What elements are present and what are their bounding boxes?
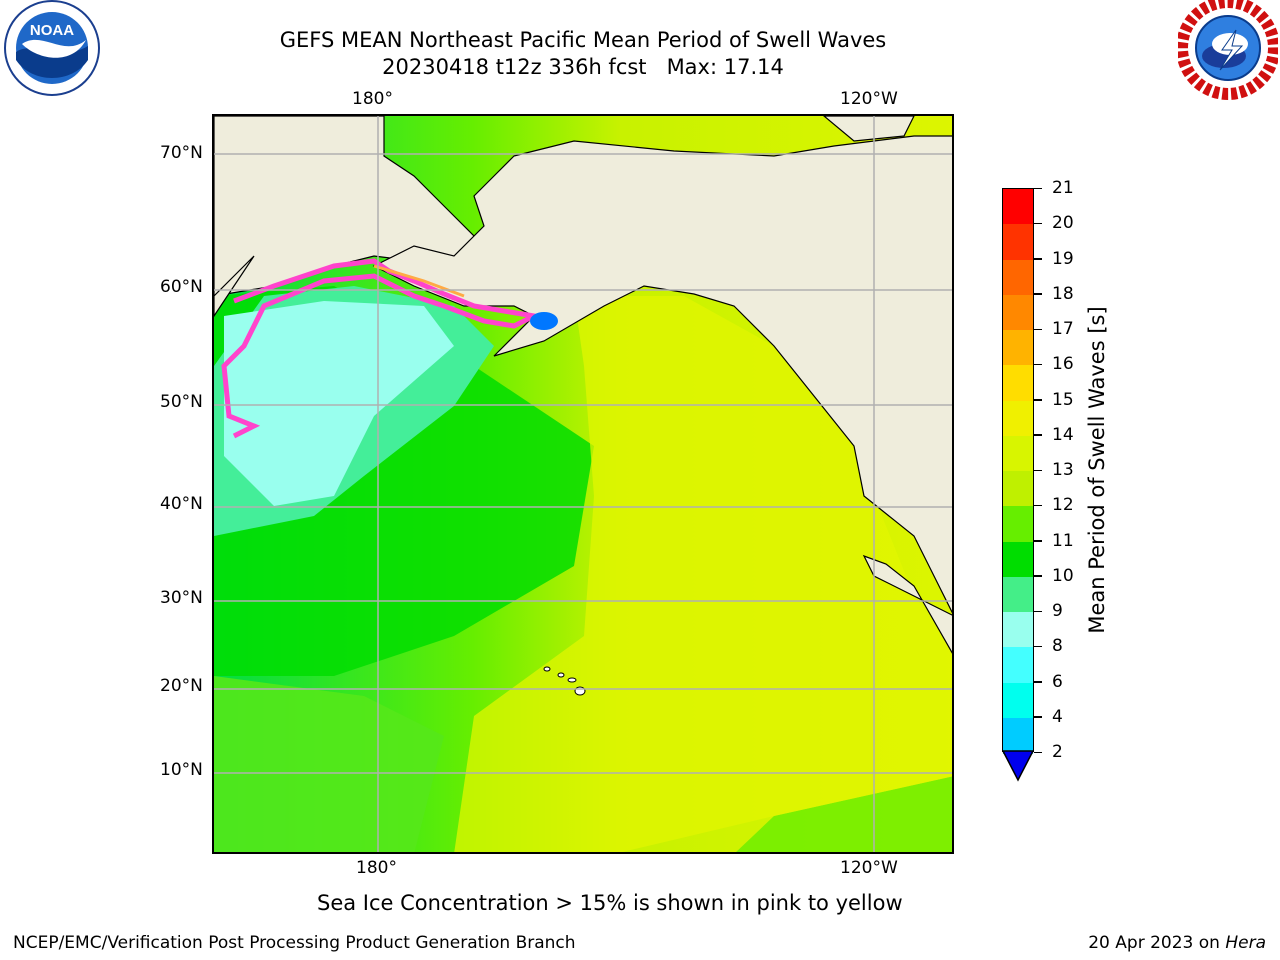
- colorbar-tick-mark: [1034, 751, 1042, 753]
- colorbar-tick-mark: [1034, 469, 1042, 471]
- colorbar-segment: [1003, 471, 1033, 507]
- noaa-logo: NOAA: [2, 0, 102, 100]
- sea-ice-edge: [221, 258, 542, 439]
- lat-label-40n: 40°N: [160, 494, 203, 514]
- footer-date-text: 20 Apr 2023 on: [1088, 933, 1226, 953]
- footer-producer: NCEP/EMC/Verification Post Processing Pr…: [13, 933, 576, 953]
- lon-label-top-180: 180°: [352, 89, 393, 109]
- colorbar-tick-label: 11: [1052, 530, 1074, 551]
- island-kauai: [543, 666, 551, 672]
- colorbar-tick-mark: [1034, 434, 1042, 436]
- land-baja: [862, 554, 952, 654]
- colorbar-tick-label: 20: [1052, 213, 1074, 234]
- lat-label-30n: 30°N: [160, 588, 203, 608]
- colorbar-tick-mark: [1034, 399, 1042, 401]
- lon-label-bottom-180: 180°: [356, 858, 397, 878]
- map-panel: [212, 114, 954, 854]
- lat-label-70n: 70°N: [160, 143, 203, 163]
- island-oahu: [557, 672, 565, 678]
- island-maui: [567, 677, 577, 683]
- colorbar-segment: [1003, 365, 1033, 401]
- land-north-america: [372, 135, 952, 614]
- colorbar-tick-label: 12: [1052, 495, 1074, 516]
- colorbar-segment: [1003, 294, 1033, 331]
- colorbar-tick-label: 14: [1052, 424, 1074, 445]
- colorbar-tick-mark: [1034, 681, 1042, 683]
- colorbar-segment: [1003, 224, 1033, 260]
- colorbar-segment: [1003, 717, 1033, 754]
- colorbar-tick-label: 2: [1052, 742, 1063, 762]
- colorbar-tick-mark: [1034, 363, 1042, 366]
- colorbar-tick-mark: [1034, 540, 1042, 542]
- colorbar-under-arrow: [1002, 750, 1034, 782]
- sea-ice-caption: Sea Ice Concentration > 15% is shown in …: [317, 891, 903, 915]
- colorbar-tick-label: 18: [1052, 283, 1074, 304]
- colorbar-tick-mark: [1034, 504, 1042, 507]
- map-canvas: [214, 116, 952, 852]
- colorbar-segment: [1003, 259, 1033, 296]
- colorbar-tick-label: 15: [1052, 389, 1074, 410]
- land-arctic-island: [823, 116, 915, 142]
- swell-region-lightgreen-south: [214, 676, 444, 852]
- colorbar-tick-label: 21: [1052, 178, 1074, 198]
- colorbar-tick-label: 4: [1052, 706, 1063, 727]
- colorbar-segment: [1003, 647, 1033, 683]
- colorbar-tick-mark: [1034, 187, 1042, 189]
- colorbar-tick-mark: [1034, 645, 1042, 648]
- footer-date: 20 Apr 2023 on Hera: [1088, 933, 1266, 953]
- colorbar-tick-mark: [1034, 610, 1042, 612]
- land-kamchatka: [214, 255, 255, 318]
- colorbar-segment: [1003, 682, 1033, 719]
- lon-label-top-120w: 120°W: [840, 89, 898, 109]
- colorbar-tick-mark: [1034, 293, 1042, 295]
- lat-label-50n: 50°N: [160, 392, 203, 412]
- low-period-spot: [530, 312, 558, 330]
- colorbar-tick-label: 8: [1052, 636, 1063, 657]
- colorbar-segment: [1003, 400, 1033, 437]
- colorbar-segment: [1003, 189, 1033, 225]
- colorbar-tick-label: 13: [1052, 460, 1074, 480]
- swell-region-green-southeast: [736, 776, 952, 852]
- colorbar-tick-mark: [1034, 716, 1042, 718]
- plot-title-line-2: 20230418 t12z 336h fcst Max: 17.14: [382, 55, 784, 79]
- swell-region-yellow: [454, 296, 952, 852]
- noaa-logo-text: NOAA: [30, 22, 74, 39]
- colorbar-tick-mark: [1034, 575, 1042, 577]
- colorbar-segment: [1003, 541, 1033, 578]
- footer-host: Hera: [1225, 933, 1266, 953]
- lat-label-60n: 60°N: [160, 277, 203, 297]
- colorbar-segment: [1003, 330, 1033, 366]
- colorbar-tick-label: 9: [1052, 601, 1063, 621]
- colorbar-label: Mean Period of Swell Waves [s]: [1085, 306, 1109, 634]
- colorbar-tick-label: 17: [1052, 319, 1074, 339]
- lon-label-bottom-120w: 120°W: [840, 858, 898, 878]
- colorbar-segment: [1003, 506, 1033, 542]
- sea-ice-edge-yellow: [373, 264, 465, 298]
- colorbar-segment: [1003, 612, 1033, 648]
- plot-title-line-1: GEFS MEAN Northeast Pacific Mean Period …: [279, 28, 887, 52]
- swell-region-cyan: [224, 301, 454, 506]
- colorbar-tick-mark: [1034, 328, 1042, 330]
- nws-logo: [1176, 0, 1280, 100]
- colorbar-tick-mark: [1034, 222, 1042, 225]
- colorbar-tick-label: 6: [1052, 671, 1063, 692]
- colorbar-segment: [1003, 435, 1033, 472]
- colorbar: [1002, 188, 1034, 754]
- island-hawaii: [574, 686, 586, 696]
- colorbar-tick-mark: [1034, 258, 1042, 260]
- lat-label-20n: 20°N: [160, 676, 203, 696]
- lat-label-10n: 10°N: [160, 760, 203, 780]
- colorbar-tick-label: 10: [1052, 565, 1074, 586]
- graticule: [214, 116, 952, 852]
- colorbar-tick-label: 16: [1052, 354, 1074, 375]
- colorbar-segment: [1003, 576, 1033, 613]
- colorbar-tick-label: 19: [1052, 248, 1074, 269]
